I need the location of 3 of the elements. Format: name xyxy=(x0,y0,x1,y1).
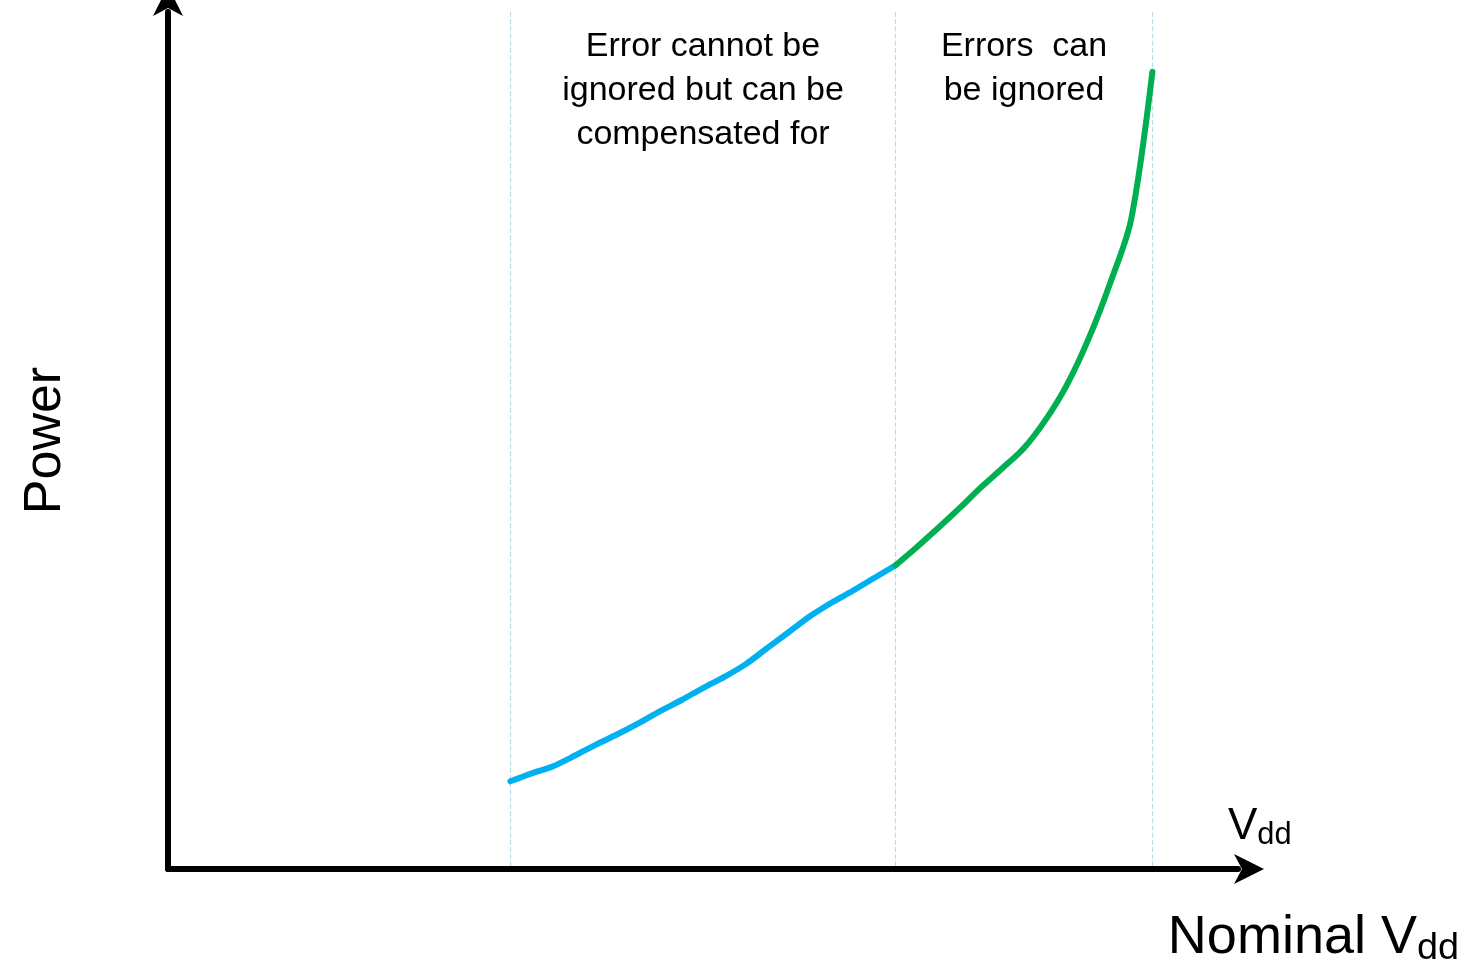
annotation: Errors can be ignored xyxy=(940,25,1108,107)
y-axis-title: Power xyxy=(13,366,71,515)
annotation: Error cannot be ignored but can be compensated for xyxy=(562,25,844,151)
